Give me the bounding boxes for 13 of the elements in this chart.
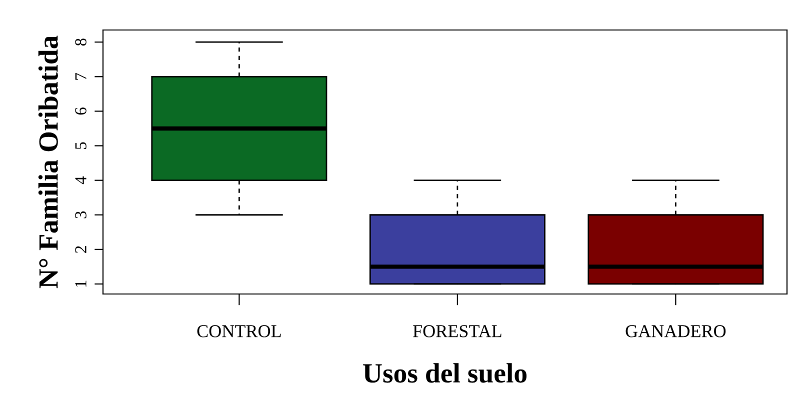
y-tick-label: 7 (75, 72, 86, 80)
y-tick-label: 5 (75, 142, 86, 149)
y-tick-label: 6 (75, 108, 86, 115)
x-axis-title: Usos del suelo (363, 363, 527, 383)
y-tick-label: 8 (75, 38, 86, 46)
x-tick-label: CONTROL (197, 325, 281, 338)
y-tick-label: 4 (75, 176, 86, 184)
y-tick-label: 2 (75, 246, 86, 253)
y-tick-label: 3 (75, 211, 86, 218)
y-axis-title: N° Familia Oribatida (38, 36, 58, 288)
x-tick-label: GANADERO (626, 325, 726, 338)
y-tick-label: 1 (75, 280, 86, 287)
x-tick-label: FORESTAL (413, 325, 502, 338)
